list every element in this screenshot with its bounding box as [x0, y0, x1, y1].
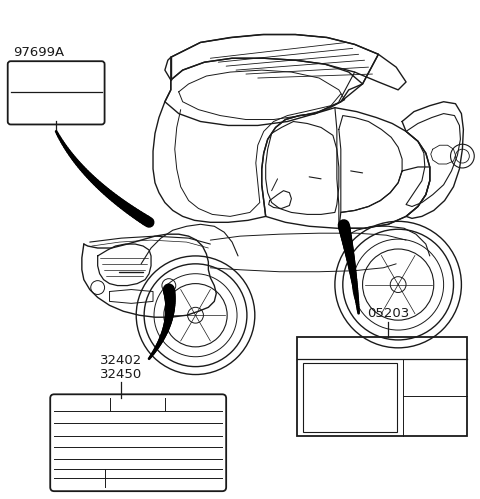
Bar	[303, 363, 397, 432]
Bar	[297, 337, 468, 436]
Text: 97699A: 97699A	[12, 46, 64, 59]
Text: 05203: 05203	[367, 307, 409, 320]
Text: 32402: 32402	[100, 354, 143, 367]
Text: 32450: 32450	[100, 368, 143, 382]
